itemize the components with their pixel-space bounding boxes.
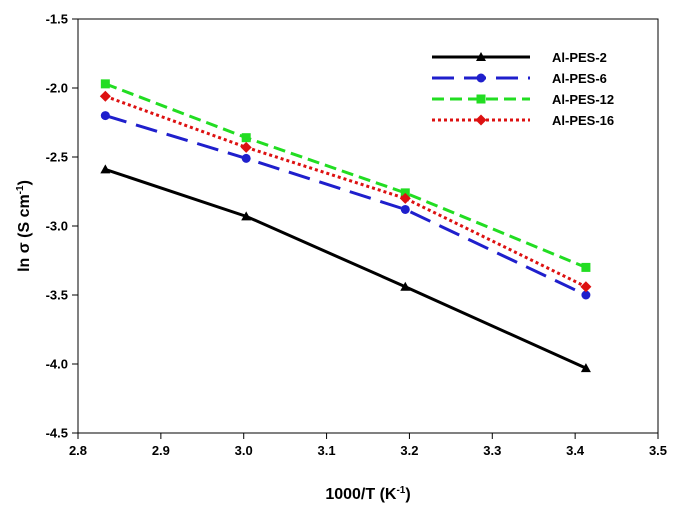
- y-tick-label: -4.5: [46, 426, 68, 441]
- data-point: [401, 205, 410, 214]
- y-tick-label: -4.0: [46, 357, 68, 372]
- x-tick-label: 2.9: [152, 443, 170, 458]
- x-tick-label: 3.0: [235, 443, 253, 458]
- x-axis-label: 1000/T (K-1): [325, 485, 410, 503]
- legend-label: Al-PES-2: [552, 50, 607, 65]
- x-tick-label: 3.5: [649, 443, 667, 458]
- y-tick-label: -3.0: [46, 219, 68, 234]
- data-point: [242, 154, 251, 163]
- legend-label: Al-PES-12: [552, 92, 614, 107]
- data-point: [101, 79, 110, 88]
- data-point: [242, 133, 251, 142]
- x-tick-label: 2.8: [69, 443, 87, 458]
- data-point: [101, 111, 110, 120]
- x-tick-label: 3.1: [318, 443, 336, 458]
- x-tick-label: 3.4: [566, 443, 585, 458]
- y-tick-label: -2.5: [46, 150, 68, 165]
- legend-marker: [477, 95, 486, 104]
- y-tick-label: -1.5: [46, 12, 68, 27]
- legend-marker: [477, 74, 486, 83]
- legend-label: Al-PES-16: [552, 113, 614, 128]
- data-point: [581, 263, 590, 272]
- x-tick-label: 3.2: [400, 443, 418, 458]
- y-axis-label: ln σ (S cm-1): [15, 180, 33, 272]
- x-tick-label: 3.3: [483, 443, 501, 458]
- legend-label: Al-PES-6: [552, 71, 607, 86]
- y-tick-label: -2.0: [46, 81, 68, 96]
- y-tick-label: -3.5: [46, 288, 68, 303]
